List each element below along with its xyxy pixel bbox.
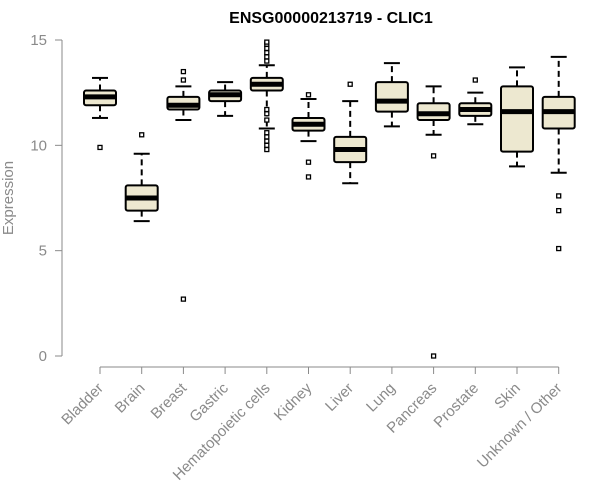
box-gastric <box>208 81 243 117</box>
box-hematopoietic-cells <box>249 39 284 153</box>
outlier-point <box>264 54 270 60</box>
outlier-point <box>556 245 562 252</box>
box-lung <box>374 62 409 128</box>
box-liver <box>333 81 368 185</box>
outlier-point <box>556 193 562 199</box>
outlier-point <box>264 134 270 140</box>
x-tick-label: Skin <box>491 380 524 413</box>
outlier-point <box>347 81 353 87</box>
iqr-box <box>500 85 534 153</box>
outlier-point <box>264 58 270 64</box>
outlier-point <box>264 111 270 117</box>
outlier-point <box>305 159 312 165</box>
outlier-point <box>180 296 187 302</box>
box-bladder <box>83 76 117 151</box>
box-unknown-other <box>541 55 576 252</box>
outlier-point <box>139 132 145 138</box>
outlier-point <box>472 77 478 83</box>
box-prostate <box>458 77 493 126</box>
outlier-point <box>264 49 270 56</box>
y-tick-label: 15 <box>30 32 47 49</box>
outlier-point <box>430 153 437 159</box>
y-tick-label: 10 <box>30 137 47 154</box>
x-tick-label: Bladder <box>58 380 107 429</box>
outlier-point <box>264 45 270 52</box>
x-tick-label: Brain <box>112 380 149 417</box>
box-brain <box>124 132 159 223</box>
outlier-point <box>556 207 562 214</box>
outlier-point <box>264 39 270 45</box>
outlier-point <box>97 144 103 151</box>
outlier-point <box>180 68 187 75</box>
box-kidney <box>291 92 326 180</box>
y-axis: 0 5 10 15 <box>30 32 63 365</box>
outlier-point <box>264 106 270 113</box>
y-tick-label: 0 <box>39 348 47 365</box>
outlier-point <box>430 353 437 359</box>
x-tick-label: Kidney <box>271 379 316 424</box>
outlier-point <box>305 92 312 98</box>
x-tick-label: Liver <box>322 380 357 415</box>
y-tick-label: 5 <box>39 243 47 260</box>
outlier-point <box>264 117 270 123</box>
chart-title: ENSG00000213719 - CLIC1 <box>229 10 433 27</box>
iqr-box <box>374 81 409 113</box>
outlier-point <box>264 130 270 136</box>
outlier-point <box>264 146 270 153</box>
box-breast <box>166 68 201 302</box>
box-pancreas <box>416 85 451 359</box>
box-skin <box>500 66 534 168</box>
x-tick-label: Prostate <box>431 380 483 432</box>
outlier-point <box>180 77 187 83</box>
outlier-point <box>305 174 312 180</box>
x-tick-label: Breast <box>148 379 191 422</box>
y-axis-label: Expression <box>0 161 17 235</box>
x-tick-label: Lung <box>363 380 399 416</box>
outlier-point <box>264 142 270 148</box>
plot-area <box>83 39 576 359</box>
outlier-point <box>264 138 270 144</box>
